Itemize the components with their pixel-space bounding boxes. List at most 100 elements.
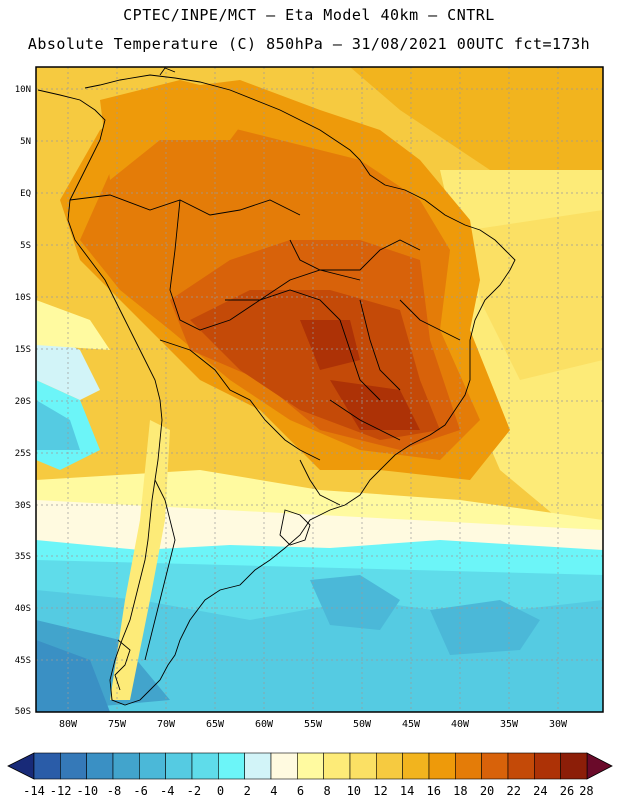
border-brazil-states-5 [359,299,401,391]
field-north-warm [100,80,260,180]
colorbar-label: -12 [50,784,72,798]
colorbar-label: -10 [76,784,98,798]
border-argentina-uruguay [299,459,341,506]
lat-label: 45S [15,656,31,666]
lat-label: 35S [15,552,31,562]
colorbar-swatch [218,752,245,780]
colorbar-left-arrow [7,752,35,780]
colorbar-swatch [323,752,351,780]
lon-label: 75W [108,719,127,730]
colorbar-swatch [455,752,482,780]
colorbar-label: -4 [160,784,174,798]
lon-label: 55W [304,719,323,730]
colorbar-swatch [349,752,377,780]
colorbar-swatch [244,752,272,780]
border-brazil-west [169,199,361,331]
colorbar-label: 26 [560,784,574,798]
colorbar-label: 24 [533,784,547,798]
border-brazil-states-4 [329,399,401,441]
lon-label: 50W [353,719,372,730]
lon-label: 40W [451,719,470,730]
colorbar-label: 2 [244,784,251,798]
border-brazil-states-3 [399,299,461,341]
lat-label: EQ [20,189,31,199]
field-cold-patch [310,575,400,630]
lat-label: 50S [15,707,31,717]
colorbar-label: 12 [373,784,387,798]
lat-label: 40S [15,604,31,614]
continent-outline [37,74,516,706]
colorbar-label: 14 [400,784,414,798]
field-andes-strip [110,420,170,700]
lat-label: 20S [15,397,31,407]
field-pacific-yellow [36,300,110,350]
colorbar-swatch [402,752,430,780]
colorbar-swatch [428,752,456,780]
field-atlantic-mid [470,210,603,380]
temperature-field [36,67,603,712]
lat-label: 5N [20,137,31,147]
colorbar: -14 -12 -10 -8 -6 -4 -2 0 2 4 6 8 10 12 … [7,752,613,798]
border-bolivia-paraguay [159,339,321,461]
lat-label: 10S [15,293,31,303]
border-brazil-states-1 [225,289,381,401]
map-title-line-2: Absolute Temperature (C) 850hPa – 31/08/… [27,35,591,53]
border-brazil-states-2 [289,239,421,271]
colorbar-swatches [33,752,588,780]
colorbar-label: 22 [506,784,520,798]
colorbar-label: 28 [579,784,593,798]
colorbar-label: -6 [133,784,147,798]
colorbar-swatch [60,752,87,780]
colorbar-swatch [507,752,535,780]
colorbar-swatch [270,752,298,780]
border-north [69,194,301,216]
border-chile-argentina [144,479,176,661]
colorbar-swatch [86,752,114,780]
colorbar-label: 10 [347,784,361,798]
latitude-labels: 10N 5N EQ 5S 10S 15S 20S 25S 30S 35S 40S… [15,85,31,717]
rio-de-la-plata [279,509,311,546]
colorbar-label: 16 [427,784,441,798]
lat-label: 30S [15,501,31,511]
colorbar-swatch [297,752,324,780]
colorbar-swatch [165,752,193,780]
field-southwest-colder [36,640,110,712]
colorbar-label: 6 [297,784,304,798]
colorbar-swatch [191,752,219,780]
lat-label: 5S [20,241,31,251]
lon-label: 35W [500,719,519,730]
longitude-labels: 80W 75W 70W 65W 60W 55W 50W 45W 40W 35W … [59,719,568,730]
colorbar-label: -8 [107,784,121,798]
caribbean-coast [159,67,176,76]
lat-label: 25S [15,449,31,459]
lon-label: 65W [206,719,225,730]
colorbar-label: 0 [217,784,224,798]
colorbar-label: -2 [187,784,201,798]
colorbar-swatch [481,752,509,780]
field-hot-core-2 [330,380,420,430]
lon-label: 45W [402,719,421,730]
coastline-and-borders [37,67,516,706]
colorbar-swatch [139,752,166,780]
colorbar-swatch [33,752,61,780]
colorbar-swatch [560,752,588,780]
map-frame [35,66,604,713]
colorbar-label: -14 [23,784,45,798]
colorbar-label: 18 [453,784,467,798]
colorbar-label: 20 [480,784,494,798]
fjords [114,639,131,691]
colorbar-swatch [112,752,140,780]
field-ocean-north-warm [350,67,603,200]
colorbar-label: 4 [270,784,277,798]
lat-label: 10N [15,85,31,95]
lon-label: 30W [549,719,568,730]
colorbar-swatch [376,752,403,780]
field-hot-core-1 [300,320,360,370]
lat-label: 15S [15,345,31,355]
map-title-line-1: CPTEC/INPE/MCT – Eta Model 40km – CNTRL [123,6,495,24]
colorbar-labels: -14 -12 -10 -8 -6 -4 -2 0 2 4 6 8 10 12 … [23,784,593,798]
lon-label: 70W [157,719,176,730]
colorbar-swatch [534,752,561,780]
colorbar-right-arrow [586,752,613,780]
